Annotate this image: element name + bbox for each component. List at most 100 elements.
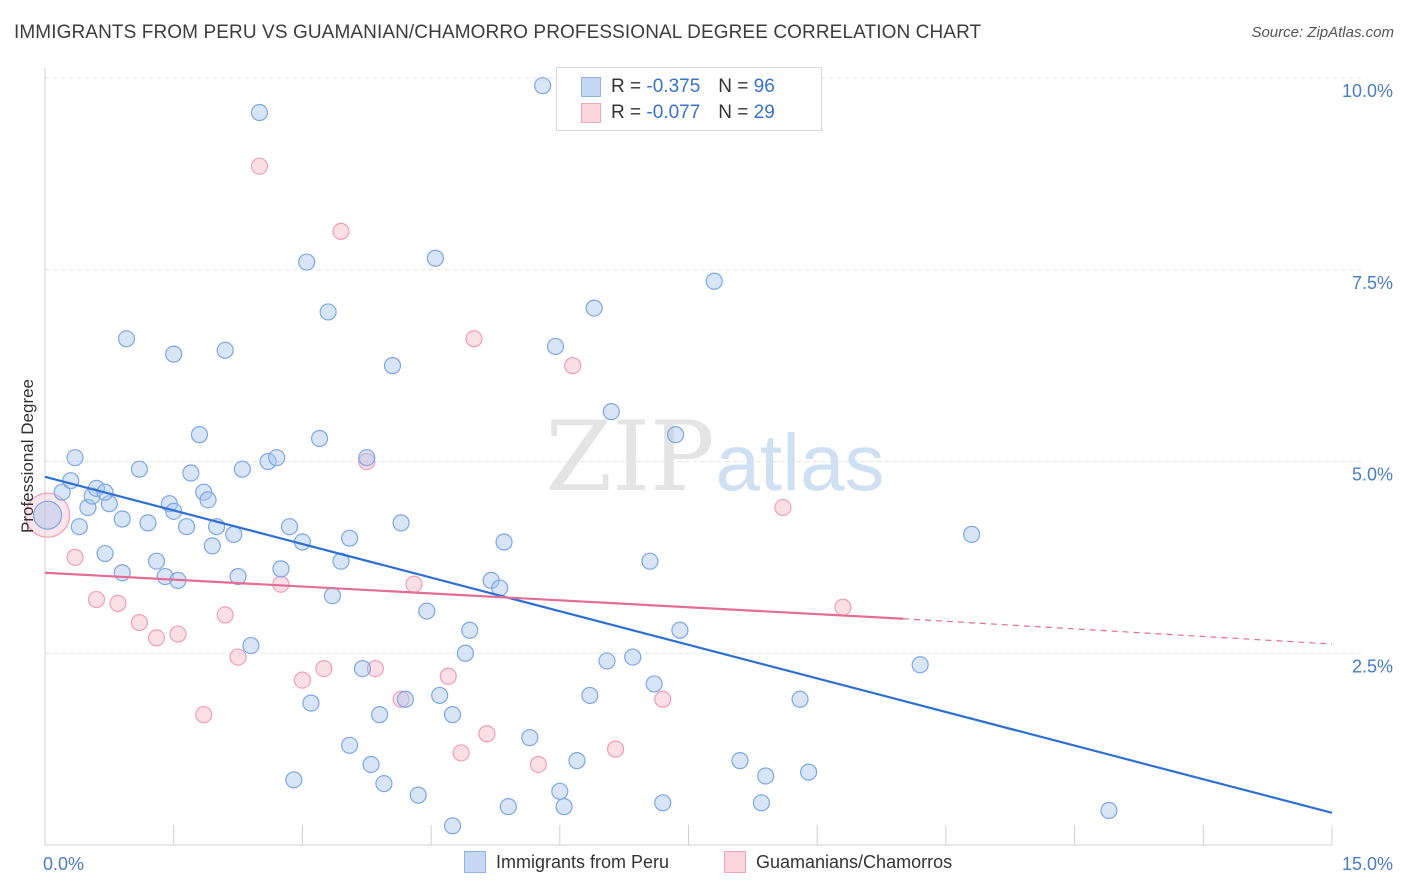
- peru-point: [340, 736, 359, 754]
- peru-point: [130, 460, 148, 478]
- peru-point: [551, 782, 569, 800]
- peru-point: [645, 675, 663, 693]
- peru-point: [963, 525, 981, 543]
- legend-swatch-pink: [581, 103, 601, 123]
- peru-point: [568, 752, 586, 770]
- peru-point: [147, 552, 166, 570]
- peru-point: [203, 537, 221, 555]
- peru-point: [340, 529, 359, 547]
- peru-point: [426, 249, 444, 267]
- peru-point: [546, 337, 565, 356]
- peru-point: [66, 449, 84, 467]
- peru-point: [229, 567, 247, 586]
- peru-point: [671, 621, 689, 639]
- peru-point: [259, 452, 277, 471]
- bottom-legend-label-peru: Immigrants from Peru: [496, 851, 670, 872]
- x-tick-labels: 0.0% 15.0%: [43, 854, 1393, 874]
- peru-point: [53, 483, 71, 501]
- guamanian-point: [250, 157, 269, 175]
- guamanian-point: [87, 590, 106, 609]
- peru-point: [96, 544, 114, 563]
- bottom-legend-swatch-blue: [464, 851, 486, 873]
- bottom-legend-swatch-pink: [724, 851, 746, 873]
- peru-point: [602, 403, 620, 421]
- guamanian-trend-line: [44, 571, 904, 620]
- peru-point: [392, 514, 410, 532]
- peru-point: [396, 690, 414, 708]
- x-tick-label: 0.0%: [43, 854, 84, 874]
- peru-point: [495, 533, 513, 551]
- peru-point: [298, 253, 316, 271]
- peru-point: [383, 357, 402, 375]
- legend-n-value-peru: 96: [753, 76, 775, 97]
- peru-point: [225, 525, 243, 543]
- peru-point: [177, 518, 196, 536]
- legend-n-label: N =: [718, 102, 749, 123]
- guamanian-point: [169, 625, 187, 643]
- bottom-legend-guam: Guamanians/Chamorros: [724, 851, 952, 873]
- peru-point: [555, 798, 573, 816]
- peru-point: [418, 602, 436, 620]
- guamanian-point: [452, 744, 470, 762]
- peru-point: [32, 500, 63, 530]
- guamanian-point: [478, 725, 496, 743]
- bottom-legend-label-guam: Guamanians/Chamorros: [756, 851, 953, 872]
- peru-point: [581, 686, 599, 705]
- peru-trend-line: [44, 475, 1333, 814]
- peru-point: [375, 775, 393, 793]
- legend-r-label: R =: [611, 102, 642, 123]
- peru-point: [319, 303, 337, 321]
- peru-point: [534, 77, 552, 95]
- legend-n-label: N =: [718, 76, 749, 97]
- guamanian-point: [24, 492, 71, 538]
- peru-point: [757, 767, 775, 785]
- guamanian-point: [332, 222, 350, 240]
- peru-point: [139, 514, 157, 532]
- peru-point: [117, 330, 136, 348]
- correlation-legend: R = -0.375 N = 96 R = -0.077 N = 29: [556, 67, 822, 131]
- peru-point: [461, 621, 479, 639]
- peru-point: [371, 706, 389, 724]
- peru-point: [911, 656, 929, 674]
- legend-n-value-guam: 29: [753, 102, 775, 123]
- source-label: Source: ZipAtlas.com: [1251, 24, 1394, 41]
- peru-point: [216, 341, 234, 359]
- peru-point: [641, 552, 659, 570]
- peru-point: [242, 636, 260, 655]
- peru-point: [285, 771, 303, 789]
- peru-point: [443, 817, 462, 835]
- peru-point: [800, 763, 818, 781]
- guamanian-point: [216, 606, 234, 624]
- guamanian-point: [358, 452, 376, 471]
- guamanian-point: [774, 498, 792, 517]
- peru-point: [362, 755, 380, 774]
- peru-point: [499, 798, 517, 816]
- y-tick-label: 7.5%: [1352, 273, 1393, 293]
- y-tick-labels: 2.5% 5.0% 7.5% 10.0%: [1342, 81, 1393, 676]
- peru-point: [667, 426, 685, 444]
- watermark: ZIP atlas: [545, 401, 884, 513]
- peru-point: [250, 103, 269, 122]
- peru-point: [705, 272, 723, 290]
- series-guamanians-points: [24, 157, 852, 774]
- guamanian-point: [564, 357, 582, 375]
- legend-row-guam: R = -0.077 N = 29: [581, 101, 775, 125]
- peru-point: [70, 518, 88, 536]
- peru-point: [598, 652, 616, 670]
- legend-swatch-blue: [581, 77, 601, 97]
- peru-point: [431, 686, 449, 705]
- y-tick-label: 10.0%: [1342, 81, 1393, 101]
- peru-point: [624, 648, 642, 666]
- legend-row-peru: R = -0.375 N = 96: [581, 75, 775, 99]
- y-axis-label: Professional Degree: [18, 378, 37, 534]
- peru-point: [280, 518, 299, 536]
- guamanian-point: [229, 648, 247, 666]
- series-peru-points: [32, 77, 1118, 835]
- peru-point: [654, 794, 672, 812]
- peru-point: [310, 429, 329, 448]
- guamanian-point: [439, 667, 457, 685]
- peru-point: [182, 464, 200, 482]
- axes: [44, 68, 1333, 846]
- bottom-legend-peru: Immigrants from Peru: [464, 851, 669, 873]
- chart-title: IMMIGRANTS FROM PERU VS GUAMANIAN/CHAMOR…: [14, 22, 982, 43]
